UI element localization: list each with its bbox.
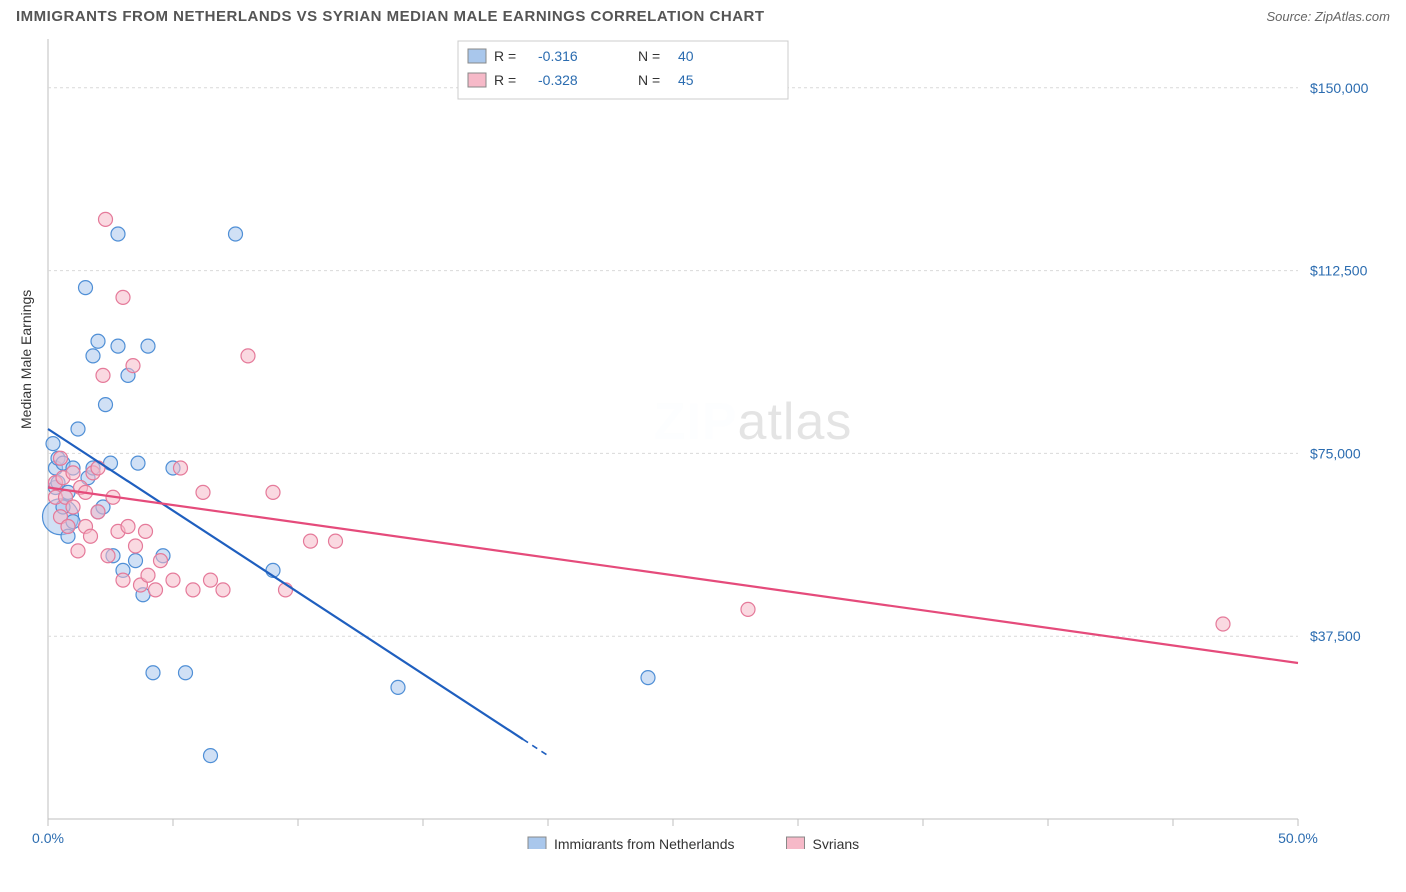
scatter-point bbox=[204, 573, 218, 587]
scatter-point bbox=[304, 534, 318, 548]
legend-swatch bbox=[468, 49, 486, 63]
scatter-point bbox=[391, 680, 405, 694]
scatter-point bbox=[91, 461, 105, 475]
scatter-point bbox=[241, 349, 255, 363]
scatter-point bbox=[99, 212, 113, 226]
scatter-point bbox=[154, 554, 168, 568]
scatter-point bbox=[96, 368, 110, 382]
legend-n-value: 40 bbox=[678, 48, 694, 64]
scatter-point bbox=[141, 339, 155, 353]
scatter-point bbox=[71, 544, 85, 558]
scatter-point bbox=[229, 227, 243, 241]
scatter-point bbox=[741, 602, 755, 616]
chart-wrap: Median Male Earnings $150,000$112,500$75… bbox=[28, 29, 1406, 849]
chart-header: IMMIGRANTS FROM NETHERLANDS VS SYRIAN ME… bbox=[0, 0, 1406, 29]
legend-series-label: Syrians bbox=[813, 836, 860, 849]
scatter-point bbox=[61, 520, 75, 534]
scatter-point bbox=[66, 466, 80, 480]
legend-r-label: R = bbox=[494, 48, 516, 64]
legend-r-value: -0.328 bbox=[538, 72, 578, 88]
scatter-point bbox=[146, 666, 160, 680]
x-tick-label: 0.0% bbox=[32, 830, 64, 846]
scatter-point bbox=[99, 398, 113, 412]
scatter-point bbox=[179, 666, 193, 680]
scatter-point bbox=[71, 422, 85, 436]
legend-swatch bbox=[787, 837, 805, 849]
scatter-point bbox=[86, 349, 100, 363]
scatter-point bbox=[196, 485, 210, 499]
scatter-point bbox=[91, 505, 105, 519]
scatter-point bbox=[266, 485, 280, 499]
legend-r-label: R = bbox=[494, 72, 516, 88]
scatter-point bbox=[121, 520, 135, 534]
chart-source: Source: ZipAtlas.com bbox=[1266, 9, 1390, 24]
scatter-point bbox=[139, 524, 153, 538]
scatter-point bbox=[141, 568, 155, 582]
y-tick-label: $112,500 bbox=[1310, 263, 1368, 279]
scatter-point bbox=[126, 359, 140, 373]
trend-line-dashed bbox=[523, 739, 548, 755]
legend-swatch bbox=[468, 73, 486, 87]
scatter-point bbox=[641, 671, 655, 685]
scatter-point bbox=[166, 573, 180, 587]
scatter-point bbox=[54, 451, 68, 465]
scatter-point bbox=[204, 749, 218, 763]
scatter-point bbox=[186, 583, 200, 597]
chart-title: IMMIGRANTS FROM NETHERLANDS VS SYRIAN ME… bbox=[16, 8, 765, 25]
legend-r-value: -0.316 bbox=[538, 48, 578, 64]
scatter-point bbox=[174, 461, 188, 475]
legend-n-value: 45 bbox=[678, 72, 694, 88]
scatter-point bbox=[116, 290, 130, 304]
x-tick-label: 50.0% bbox=[1278, 830, 1318, 846]
scatter-point bbox=[329, 534, 343, 548]
correlation-chart: $150,000 $112,500 $75,000 $37,500 0.0% 50.0% Z… bbox=[28, 29, 1388, 849]
scatter-point bbox=[104, 456, 118, 470]
y-tick-label: $75,000 bbox=[1310, 445, 1361, 461]
y-tick-label: $150,000 bbox=[1310, 80, 1369, 96]
watermark: ZIPatlas bbox=[654, 393, 853, 451]
y-tick-label: $37,500 bbox=[1310, 628, 1361, 644]
scatter-point bbox=[1216, 617, 1230, 631]
scatter-point bbox=[46, 437, 60, 451]
scatter-point bbox=[66, 500, 80, 514]
scatter-point bbox=[79, 281, 93, 295]
legend-swatch bbox=[528, 837, 546, 849]
scatter-point bbox=[131, 456, 145, 470]
scatter-point bbox=[129, 539, 143, 553]
y-axis-label: Median Male Earnings bbox=[18, 290, 34, 429]
scatter-point bbox=[129, 554, 143, 568]
scatter-point bbox=[91, 334, 105, 348]
legend-series-label: Immigrants from Netherlands bbox=[554, 836, 735, 849]
scatter-point bbox=[111, 227, 125, 241]
scatter-point bbox=[116, 573, 130, 587]
scatter-point bbox=[111, 339, 125, 353]
scatter-point bbox=[101, 549, 115, 563]
scatter-point bbox=[149, 583, 163, 597]
legend-n-label: N = bbox=[638, 72, 660, 88]
scatter-point bbox=[216, 583, 230, 597]
scatter-point bbox=[84, 529, 98, 543]
legend-n-label: N = bbox=[638, 48, 660, 64]
